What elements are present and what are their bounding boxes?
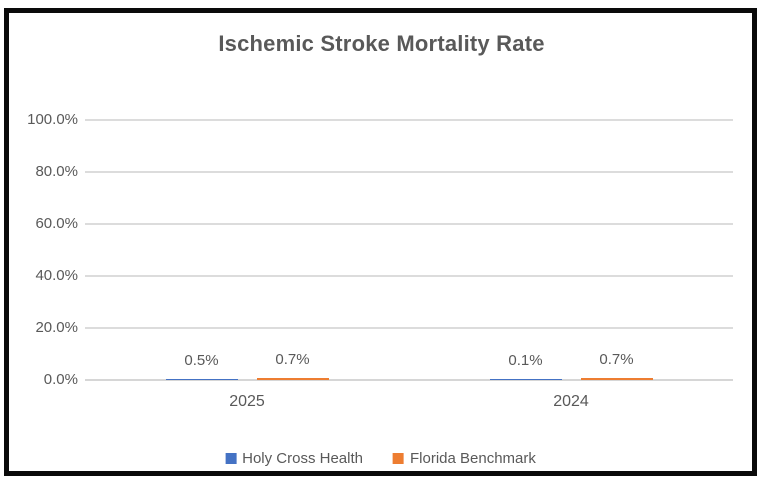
gridline (85, 275, 733, 277)
bar-florida-benchmark (256, 378, 329, 380)
gridline (85, 327, 733, 329)
bar-florida-benchmark (580, 378, 653, 380)
bar-holy-cross-health (489, 379, 562, 380)
category-label: 2025 (229, 393, 265, 410)
data-label: 0.7% (275, 351, 310, 369)
y-axis-tick-label: 0.0% (43, 371, 78, 388)
legend-swatch-icon (392, 453, 404, 464)
legend-label: Florida Benchmark (409, 450, 536, 467)
gridline (85, 223, 733, 225)
legend-item: Florida Benchmark (392, 450, 536, 467)
y-axis-tick-label: 40.0% (35, 267, 78, 284)
bar-holy-cross-health (165, 378, 238, 380)
data-label: 0.5% (184, 351, 219, 369)
data-label: 0.7% (599, 351, 634, 369)
chart-legend: Holy Cross Health Florida Benchmark (225, 451, 536, 466)
y-axis-tick-label: 100.0% (27, 111, 78, 128)
category-label: 2024 (553, 393, 589, 410)
chart-frame: Ischemic Stroke Mortality Rate 100.0% 80.… (4, 8, 757, 476)
y-axis-tick-label: 20.0% (35, 319, 78, 336)
legend-label: Holy Cross Health (242, 450, 363, 467)
gridline (85, 171, 733, 173)
gridline (85, 119, 733, 121)
data-label: 0.1% (508, 352, 543, 369)
gridline (85, 379, 733, 381)
legend-item: Holy Cross Health (225, 451, 363, 466)
y-axis-tick-label: 80.0% (35, 163, 78, 180)
legend-swatch-icon (225, 453, 237, 464)
chart-title: Ischemic Stroke Mortality Rate (218, 31, 545, 56)
y-axis-tick-label: 60.0% (35, 215, 78, 232)
